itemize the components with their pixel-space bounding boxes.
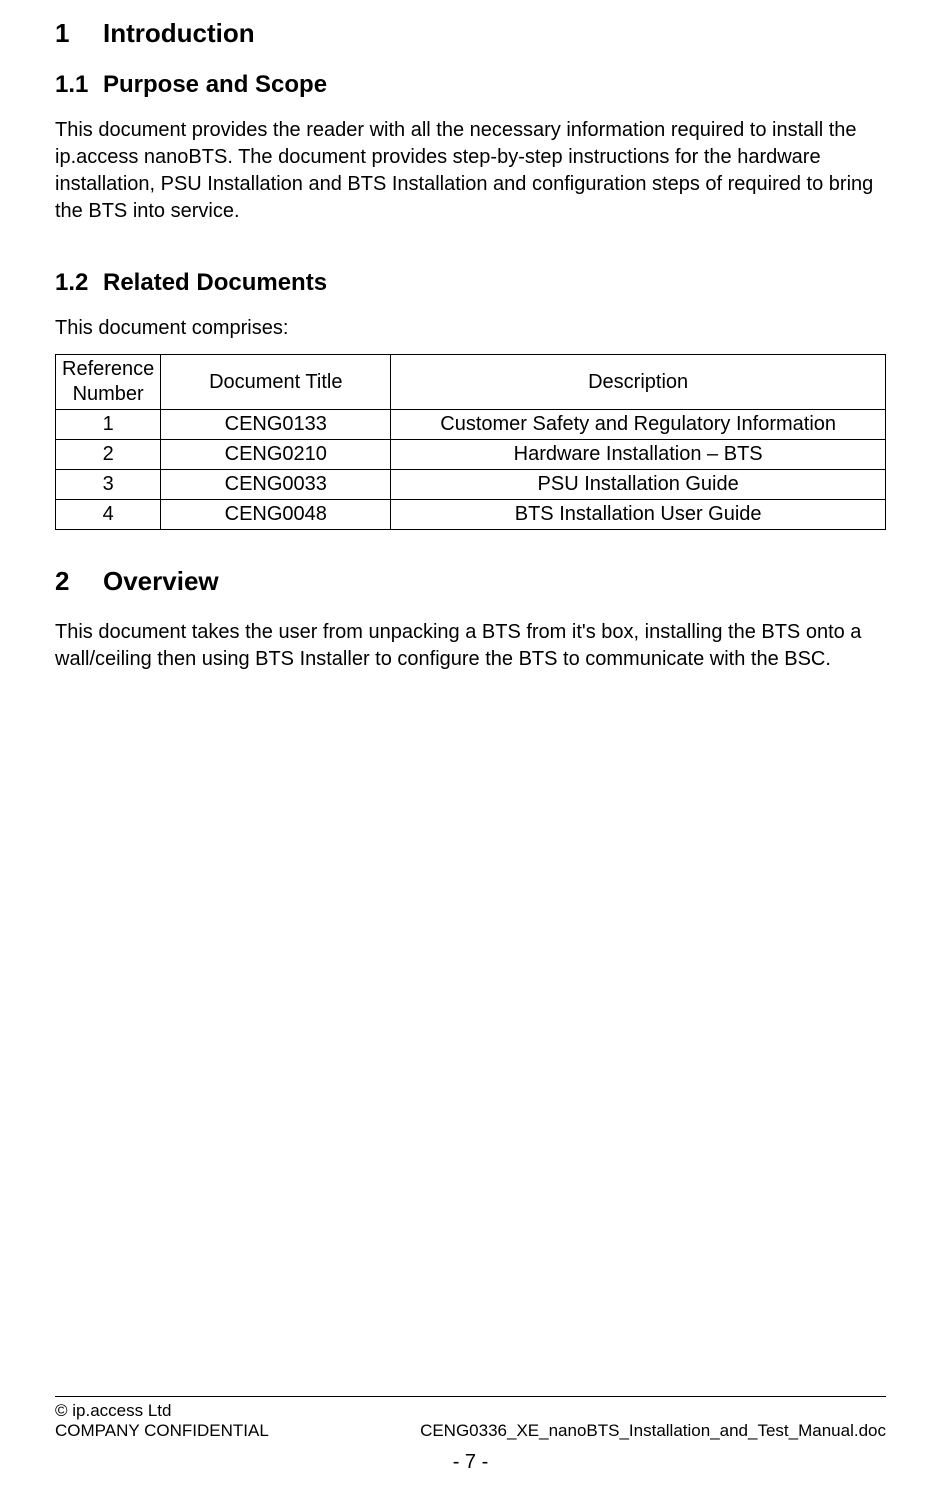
footer-row-2: COMPANY CONFIDENTIAL CENG0336_XE_nanoBTS… [55, 1421, 886, 1441]
table-cell-desc: Customer Safety and Regulatory Informati… [391, 410, 886, 440]
heading-1-2-title: Related Documents [103, 269, 327, 296]
para-purpose-scope: This document provides the reader with a… [55, 117, 886, 225]
heading-1-1: 1.1Purpose and Scope [55, 71, 886, 99]
heading-1-1-title: Purpose and Scope [103, 71, 327, 98]
footer-row-1: © ip.access Ltd [55, 1401, 886, 1421]
heading-1-1-number: 1.1 [55, 71, 103, 99]
table-cell-title: CENG0048 [161, 500, 391, 530]
table-cell-desc: BTS Installation User Guide [391, 500, 886, 530]
heading-1-2-number: 1.2 [55, 269, 103, 297]
related-documents-table: Reference Number Document Title Descript… [55, 354, 886, 530]
table-row: 2 CENG0210 Hardware Installation – BTS [56, 440, 886, 470]
heading-1-title: Introduction [103, 18, 255, 48]
heading-1-2: 1.2Related Documents [55, 269, 886, 297]
table-header-title: Document Title [161, 355, 391, 410]
footer-divider [55, 1396, 886, 1397]
footer-filename: CENG0336_XE_nanoBTS_Installation_and_Tes… [420, 1421, 886, 1441]
footer-confidential: COMPANY CONFIDENTIAL [55, 1421, 269, 1441]
table-row: 1 CENG0133 Customer Safety and Regulator… [56, 410, 886, 440]
para-overview: This document takes the user from unpack… [55, 619, 886, 673]
heading-1: 1Introduction [55, 18, 886, 49]
table-row: 4 CENG0048 BTS Installation User Guide [56, 500, 886, 530]
table-header-description: Description [391, 355, 886, 410]
footer-copyright: © ip.access Ltd [55, 1401, 171, 1421]
heading-2-title: Overview [103, 566, 219, 596]
heading-1-number: 1 [55, 18, 103, 49]
table-header-row: Reference Number Document Title Descript… [56, 355, 886, 410]
table-cell-desc: PSU Installation Guide [391, 470, 886, 500]
page-footer: © ip.access Ltd COMPANY CONFIDENTIAL CEN… [55, 1396, 886, 1474]
table-cell-title: CENG0210 [161, 440, 391, 470]
heading-2-number: 2 [55, 566, 103, 597]
table-cell-ref: 2 [56, 440, 161, 470]
table-cell-desc: Hardware Installation – BTS [391, 440, 886, 470]
table-header-reference: Reference Number [56, 355, 161, 410]
table-cell-ref: 4 [56, 500, 161, 530]
table-cell-ref: 3 [56, 470, 161, 500]
footer-page-number: - 7 - [55, 1451, 886, 1474]
table-row: 3 CENG0033 PSU Installation Guide [56, 470, 886, 500]
table-cell-title: CENG0133 [161, 410, 391, 440]
table-cell-ref: 1 [56, 410, 161, 440]
table-cell-title: CENG0033 [161, 470, 391, 500]
para-related-documents: This document comprises: [55, 315, 886, 342]
heading-2: 2Overview [55, 566, 886, 597]
